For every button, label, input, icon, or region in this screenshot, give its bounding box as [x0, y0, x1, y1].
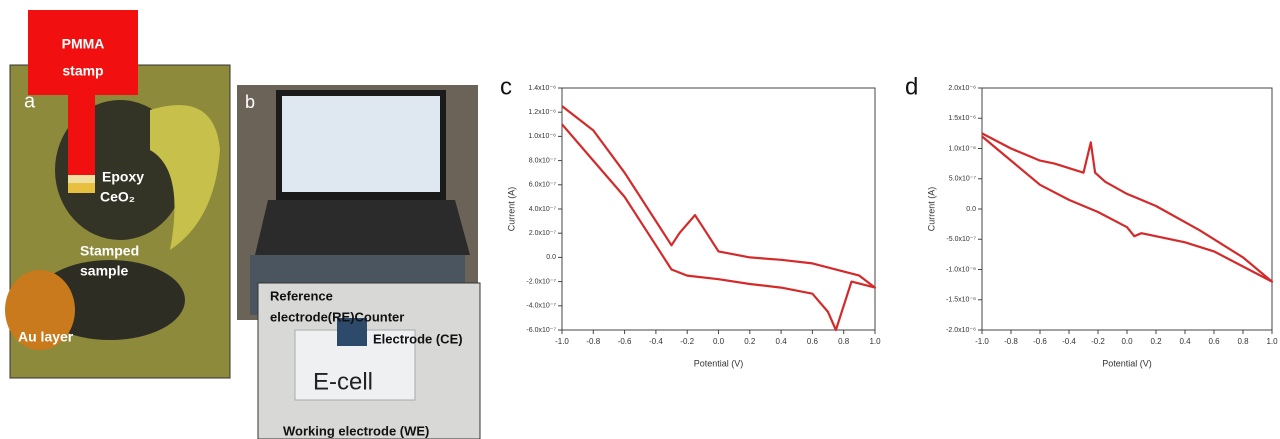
y-tick-label: -4.0x10⁻⁷ — [526, 303, 556, 310]
x-tick-label: -1.0 — [555, 337, 569, 346]
label: Working electrode (WE) — [283, 423, 429, 438]
x-tick-label: 1.0 — [869, 337, 881, 346]
y-tick-label: -2.0x10⁻⁷ — [526, 278, 556, 285]
plot-frame — [981, 87, 1273, 331]
label: CeO₂ — [100, 189, 135, 205]
panel-label: c — [500, 73, 512, 100]
screen — [282, 96, 440, 192]
x-tick-label: 0.0 — [713, 337, 725, 346]
label: E-cell — [313, 368, 373, 395]
x-tick-label: -0.2 — [1091, 337, 1105, 346]
label: stamp — [62, 63, 103, 79]
x-tick-label: -0.2 — [680, 337, 694, 346]
y-axis-label: Current (A) — [506, 187, 516, 232]
panel-label: a — [24, 90, 36, 112]
label: Reference — [270, 288, 333, 303]
y-tick-label: 1.0x10⁻⁶ — [528, 133, 556, 140]
x-tick-label: -0.4 — [649, 337, 663, 346]
x-tick-label: -0.8 — [586, 337, 600, 346]
y-tick-label: -5.0x10⁻⁷ — [946, 236, 976, 243]
x-tick-label: -0.8 — [1004, 337, 1018, 346]
x-tick-label: 0.2 — [1150, 337, 1162, 346]
x-tick-label: -1.0 — [975, 337, 989, 346]
y-tick-label: -1.5x10⁻⁶ — [946, 297, 976, 304]
y-tick-label: 1.2x10⁻⁶ — [528, 109, 556, 116]
x-tick-label: 0.4 — [1179, 337, 1191, 346]
x-tick-label: 0.8 — [1237, 337, 1249, 346]
flake — [5, 270, 75, 350]
y-tick-label: -2.0x10⁻⁶ — [946, 327, 976, 334]
x-tick-label: 0.4 — [776, 337, 788, 346]
panel-label: d — [905, 73, 918, 100]
x-tick-label: -0.6 — [1033, 337, 1047, 346]
label: sample — [80, 263, 128, 279]
y-tick-label: -1.0x10⁻⁶ — [946, 266, 976, 273]
plot-frame — [561, 87, 876, 331]
label: Electrode (CE) — [373, 331, 463, 346]
x-tick-label: 0.6 — [1208, 337, 1220, 346]
flake — [150, 105, 220, 250]
cv-curve — [981, 132, 1274, 283]
label: PMMA — [62, 36, 105, 52]
y-tick-label: 2.0x10⁻⁶ — [948, 85, 976, 92]
y-tick-label: 1.0x10⁻⁶ — [948, 145, 976, 152]
y-axis-label: Current (A) — [926, 187, 936, 232]
x-tick-label: 0.2 — [744, 337, 756, 346]
label: electrode(RE)Counter — [270, 309, 404, 324]
panel-label: b — [245, 92, 255, 112]
x-tick-label: 0.8 — [838, 337, 850, 346]
x-tick-label: -0.6 — [618, 337, 632, 346]
cv-curve — [561, 105, 877, 332]
electrode — [337, 318, 367, 346]
x-tick-label: 0.6 — [807, 337, 819, 346]
keyboard — [255, 200, 470, 255]
x-tick-label: 1.0 — [1266, 337, 1278, 346]
y-tick-label: 5.0x10⁻⁷ — [949, 176, 977, 183]
label: Stamped — [80, 243, 139, 259]
y-tick-label: 1.5x10⁻⁶ — [948, 115, 976, 122]
pmma-stem — [68, 95, 95, 175]
ceo2-layer — [68, 183, 95, 193]
x-axis-label: Potential (V) — [1102, 358, 1152, 368]
y-tick-label: 8.0x10⁻⁷ — [529, 157, 557, 164]
x-tick-label: 0.0 — [1121, 337, 1133, 346]
y-tick-label: 1.4x10⁻⁶ — [528, 85, 556, 92]
x-tick-label: -0.4 — [1062, 337, 1076, 346]
y-tick-label: 0.0 — [966, 206, 976, 213]
pmma-stamp — [28, 10, 138, 95]
y-tick-label: 2.0x10⁻⁷ — [529, 230, 557, 237]
y-tick-label: 0.0 — [546, 254, 556, 261]
y-tick-label: -6.0x10⁻⁷ — [526, 327, 556, 334]
x-axis-label: Potential (V) — [694, 358, 744, 368]
y-tick-label: 6.0x10⁻⁷ — [529, 182, 557, 189]
label: Epoxy — [102, 169, 144, 185]
y-tick-label: 4.0x10⁻⁷ — [529, 206, 557, 213]
epoxy-layer — [68, 175, 95, 183]
label: Au layer — [18, 329, 74, 345]
